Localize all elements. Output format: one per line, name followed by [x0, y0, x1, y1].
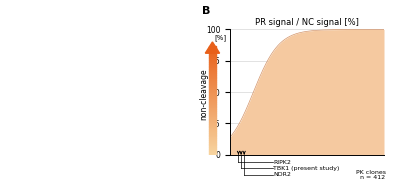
Bar	[209, 107, 216, 109]
Bar	[209, 95, 216, 96]
Bar	[209, 100, 216, 102]
Bar	[209, 86, 216, 87]
Bar	[209, 149, 216, 151]
Bar	[209, 73, 216, 75]
Bar	[209, 115, 216, 116]
Bar	[209, 82, 216, 84]
Bar	[209, 47, 216, 49]
Text: PK clones
n = 412: PK clones n = 412	[356, 170, 386, 180]
Bar	[209, 69, 216, 71]
Bar	[209, 133, 216, 135]
Title: PR signal / NC signal [%]: PR signal / NC signal [%]	[255, 18, 359, 27]
Bar	[209, 55, 216, 57]
Bar	[209, 78, 216, 80]
Bar	[209, 66, 216, 68]
Bar	[209, 138, 216, 140]
Bar	[209, 71, 216, 73]
Bar	[209, 109, 216, 111]
Bar	[209, 144, 216, 146]
Bar	[209, 125, 216, 127]
Bar	[209, 135, 216, 136]
Bar	[209, 75, 216, 77]
Bar	[209, 131, 216, 133]
Bar	[209, 62, 216, 64]
Bar	[209, 142, 216, 144]
Bar	[209, 102, 216, 104]
Bar	[209, 111, 216, 113]
Bar	[209, 46, 216, 47]
FancyArrow shape	[205, 42, 220, 53]
Bar	[209, 122, 216, 124]
Bar	[209, 129, 216, 131]
Bar	[209, 91, 216, 93]
Text: B: B	[202, 6, 210, 15]
Bar	[209, 58, 216, 60]
Bar	[209, 127, 216, 129]
Bar	[209, 64, 216, 66]
Bar	[209, 96, 216, 98]
Bar	[209, 51, 216, 53]
Bar	[209, 98, 216, 100]
Bar	[209, 68, 216, 69]
Bar	[209, 84, 216, 86]
Bar	[209, 77, 216, 78]
Bar	[209, 120, 216, 122]
Text: TBK1 (present study): TBK1 (present study)	[273, 166, 340, 171]
Text: [%]: [%]	[215, 34, 227, 41]
Bar	[209, 113, 216, 115]
Text: RIPK2: RIPK2	[273, 160, 291, 164]
Bar	[209, 140, 216, 142]
Bar	[209, 147, 216, 149]
Bar	[209, 80, 216, 82]
Bar	[209, 116, 216, 118]
Text: non-cleavage: non-cleavage	[199, 69, 208, 120]
Bar	[209, 118, 216, 120]
Text: NDR2: NDR2	[273, 172, 291, 177]
Bar	[209, 93, 216, 95]
Bar	[209, 146, 216, 147]
Bar	[209, 136, 216, 138]
Bar	[209, 104, 216, 106]
Bar	[209, 106, 216, 107]
Bar	[209, 89, 216, 91]
Bar	[209, 87, 216, 89]
Bar	[209, 151, 216, 153]
Bar	[209, 57, 216, 58]
Bar	[209, 53, 216, 55]
Bar	[209, 124, 216, 125]
Bar	[209, 49, 216, 51]
Bar	[209, 153, 216, 155]
Bar	[209, 60, 216, 62]
